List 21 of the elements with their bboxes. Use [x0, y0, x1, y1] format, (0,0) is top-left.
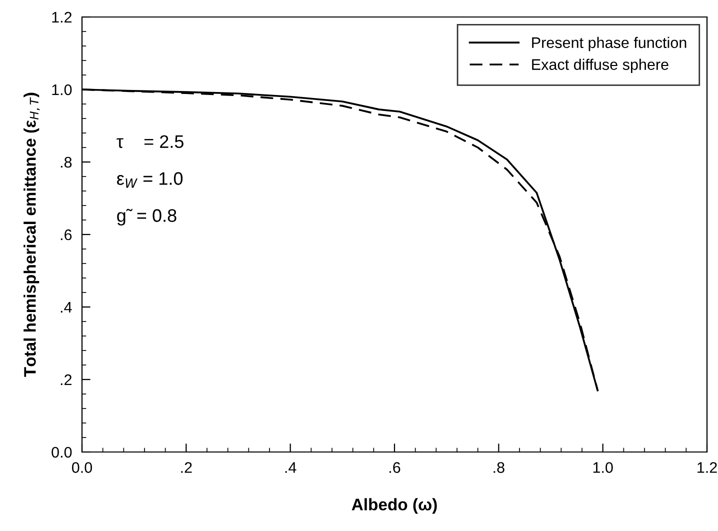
y-tick-label: .4 — [60, 302, 72, 313]
x-tick-label: .4 — [285, 462, 296, 473]
y-tick-label: 1.2 — [52, 12, 72, 23]
x-tick-label: 0.0 — [72, 462, 92, 473]
y-tick-label: 1.0 — [52, 84, 72, 96]
x-tick-label: .8 — [494, 462, 504, 473]
legend-label: Present phase function — [532, 36, 686, 52]
x-tick-label: 1.2 — [698, 462, 717, 473]
x-axis-title: Albedo (ω) — [352, 498, 437, 514]
x-tick-label: 1.0 — [593, 462, 613, 473]
annotation: τ = 2.5 — [116, 135, 184, 148]
y-tick-label: .8 — [60, 156, 72, 168]
x-tick-label: .2 — [181, 462, 192, 473]
y-tick-label: .6 — [60, 229, 72, 240]
y-tick-label: .2 — [60, 374, 72, 386]
x-tick-label: .6 — [390, 462, 400, 473]
legend-label: Exact diffuse sphere — [532, 58, 668, 73]
y-axis-title: Total hemispherical emittance (ε$_{H,T}$) — [24, 92, 40, 377]
y-tick-label: 0.0 — [52, 446, 72, 458]
annotation: g̃ = 0.8 — [117, 208, 176, 226]
annotation: ε$_{W}$ = 1.0 — [116, 172, 183, 188]
